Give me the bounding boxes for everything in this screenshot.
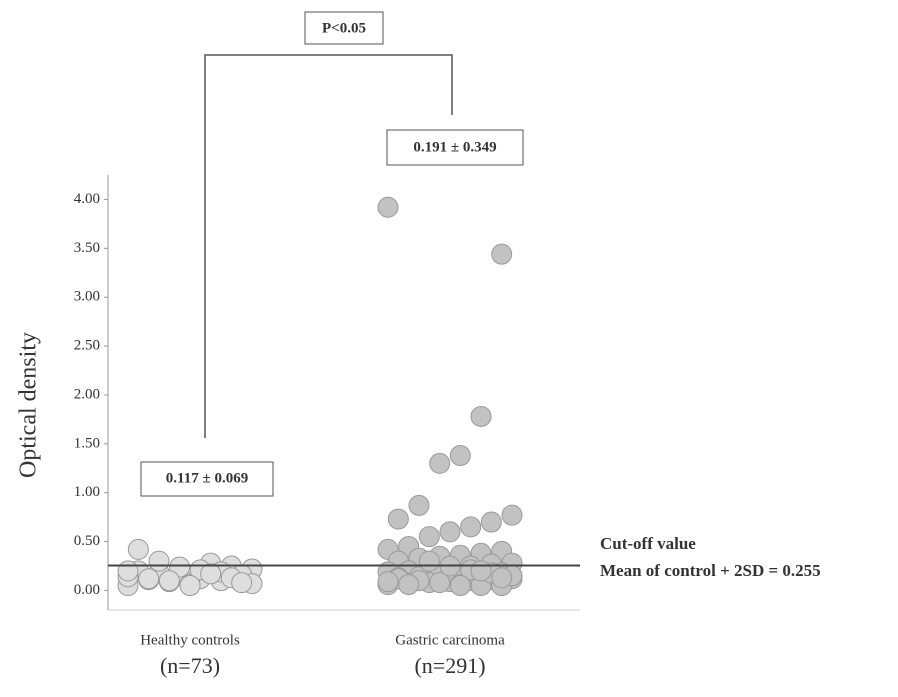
y-tick-label: 4.00 [74, 191, 100, 207]
dot [127, 538, 149, 560]
dot [429, 572, 451, 594]
dot [231, 572, 253, 594]
y-tick-label: 2.00 [74, 386, 100, 402]
y-axis-label: Optical density [16, 332, 42, 478]
dot [387, 508, 409, 530]
dot [460, 516, 482, 538]
y-tick-label: 3.50 [74, 240, 100, 256]
dot [138, 568, 160, 590]
stat-box [386, 129, 524, 166]
dot [148, 550, 170, 572]
x-tick-label: Gastric carcinoma [395, 632, 505, 648]
p-value: P<0.05 [322, 20, 366, 36]
dot [429, 452, 451, 474]
y-tick-label: 1.50 [74, 435, 100, 451]
dot [200, 563, 222, 585]
dot [449, 445, 471, 467]
n-label: (n=73) [160, 653, 220, 678]
dot [439, 521, 461, 543]
dot [449, 575, 471, 597]
y-tick-label: 2.50 [74, 338, 100, 354]
y-tick-label: 0.50 [74, 533, 100, 549]
dot [377, 571, 399, 593]
dot [377, 196, 399, 218]
dot [501, 504, 523, 526]
y-tick-label: 0.00 [74, 582, 100, 598]
stat-box [140, 461, 274, 497]
dot [480, 511, 502, 533]
stat-label: 0.191 ± 0.349 [413, 139, 496, 155]
dot [418, 526, 440, 548]
bracket [204, 54, 453, 438]
dot [408, 494, 430, 516]
dot [398, 574, 420, 596]
dot [470, 560, 492, 582]
dot [470, 405, 492, 427]
p-box [304, 11, 384, 45]
dot [491, 567, 513, 589]
dot [418, 550, 440, 572]
stat-label: 0.117 ± 0.069 [166, 470, 248, 486]
dot [179, 575, 201, 597]
dot [117, 560, 139, 582]
cutoff-title: Cut-off value [600, 534, 696, 553]
y-tick-label: 1.00 [74, 484, 100, 500]
dot [491, 243, 513, 265]
x-tick-label: Healthy controls [140, 632, 240, 648]
cutoff-label: Mean of control + 2SD = 0.255 [600, 561, 821, 580]
dot [158, 570, 180, 592]
n-label: (n=291) [414, 653, 485, 678]
y-tick-label: 3.00 [74, 289, 100, 305]
